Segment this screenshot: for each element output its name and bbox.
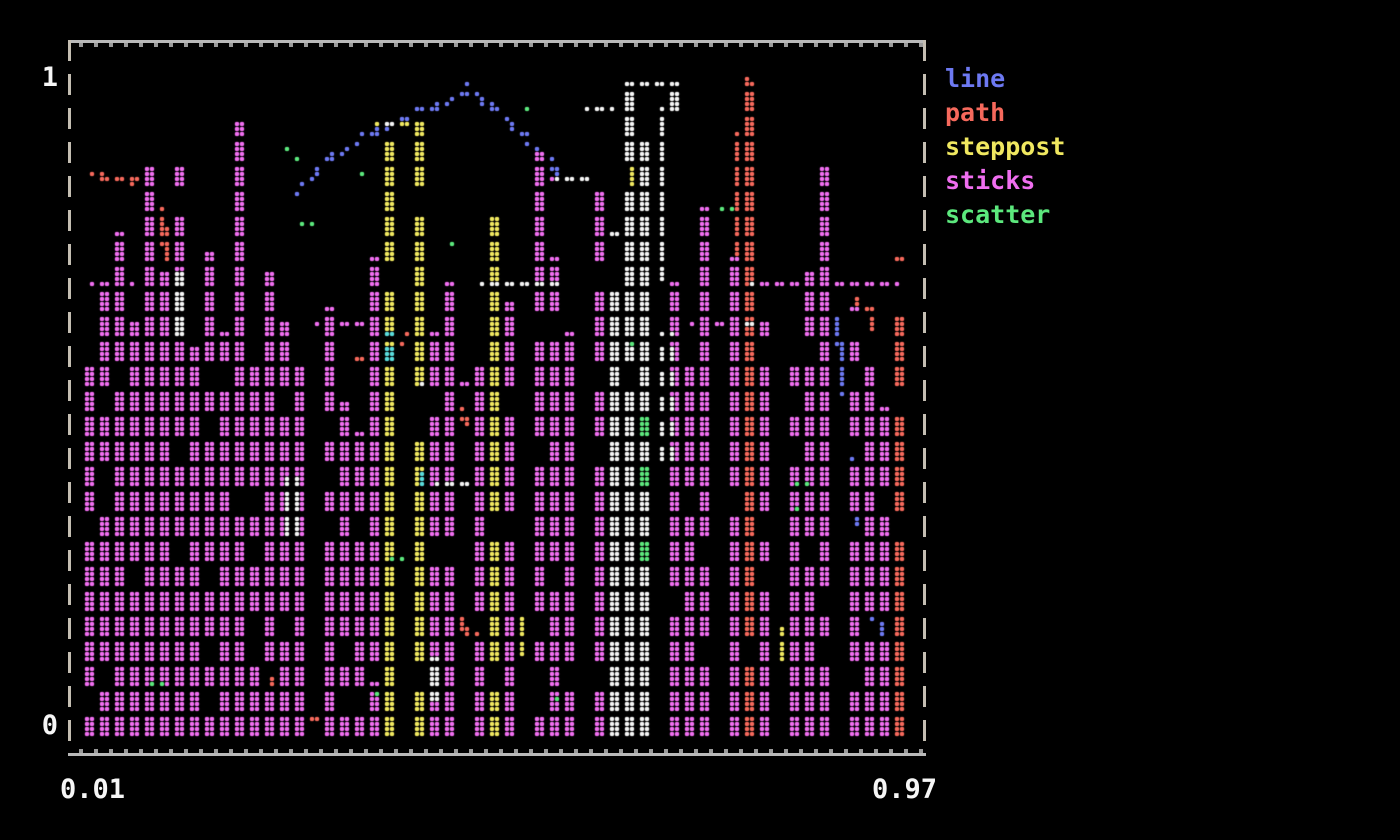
plot-border-top xyxy=(68,40,926,43)
plot-canvas xyxy=(70,42,924,754)
plot-border-right xyxy=(923,40,926,753)
legend-item-steppost: steppost xyxy=(945,132,1066,161)
legend-item-path: path xyxy=(945,98,1006,127)
plot-border-bottom xyxy=(68,753,926,756)
x-axis-label-min: 0.01 xyxy=(60,774,126,805)
y-axis-label-min: 0 xyxy=(41,710,58,741)
legend-item-sticks: sticks xyxy=(945,166,1036,195)
legend-item-scatter: scatter xyxy=(945,200,1051,229)
plot-border-left xyxy=(68,40,71,753)
x-axis-label-max: 0.97 xyxy=(872,774,938,805)
legend-item-line: line xyxy=(945,64,1006,93)
y-axis-label-max: 1 xyxy=(41,62,58,93)
legend: line path steppost sticks scatter xyxy=(945,62,1065,232)
